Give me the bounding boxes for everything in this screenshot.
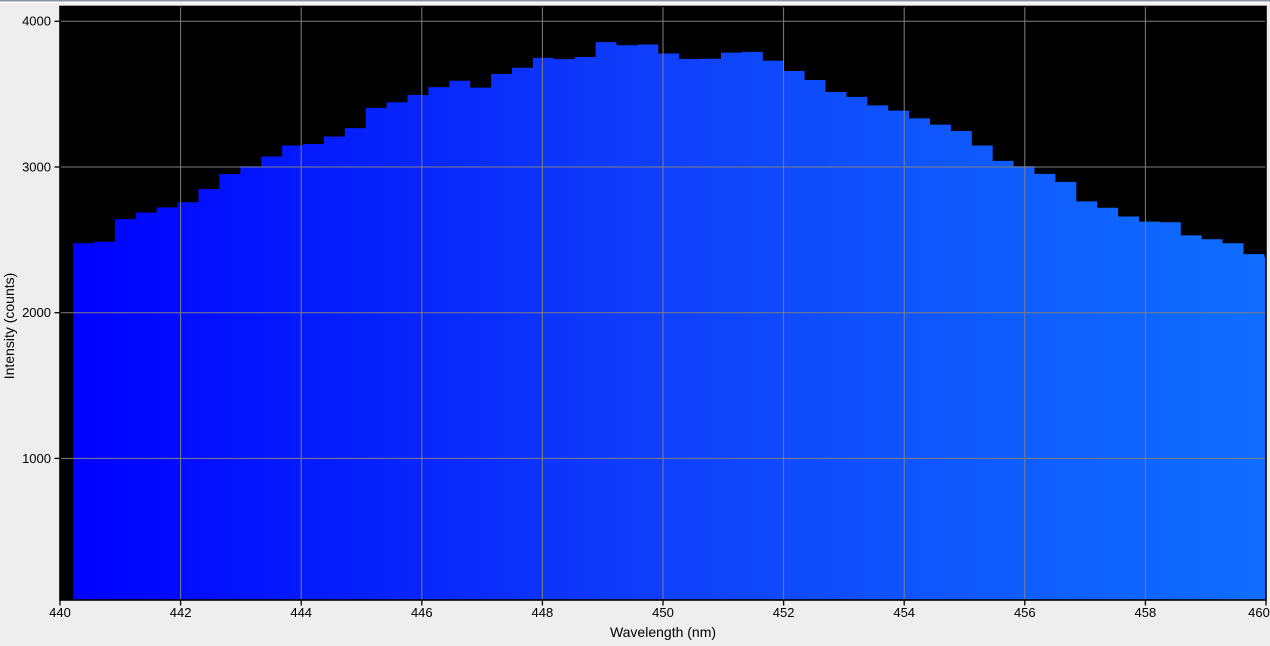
- svg-text:460: 460: [1248, 605, 1270, 620]
- svg-text:452: 452: [773, 605, 795, 620]
- svg-text:450: 450: [652, 605, 674, 620]
- svg-text:458: 458: [1135, 605, 1157, 620]
- svg-text:Wavelength (nm): Wavelength (nm): [610, 624, 716, 640]
- svg-text:442: 442: [170, 605, 192, 620]
- svg-text:454: 454: [893, 605, 915, 620]
- svg-text:2000: 2000: [22, 305, 51, 320]
- svg-text:444: 444: [290, 605, 312, 620]
- svg-text:456: 456: [1014, 605, 1036, 620]
- svg-text:446: 446: [411, 605, 433, 620]
- svg-text:440: 440: [49, 605, 71, 620]
- svg-text:4000: 4000: [22, 14, 51, 29]
- svg-text:Intensity (counts): Intensity (counts): [1, 273, 17, 380]
- svg-text:3000: 3000: [22, 159, 51, 174]
- svg-text:448: 448: [532, 605, 554, 620]
- svg-text:1000: 1000: [22, 451, 51, 466]
